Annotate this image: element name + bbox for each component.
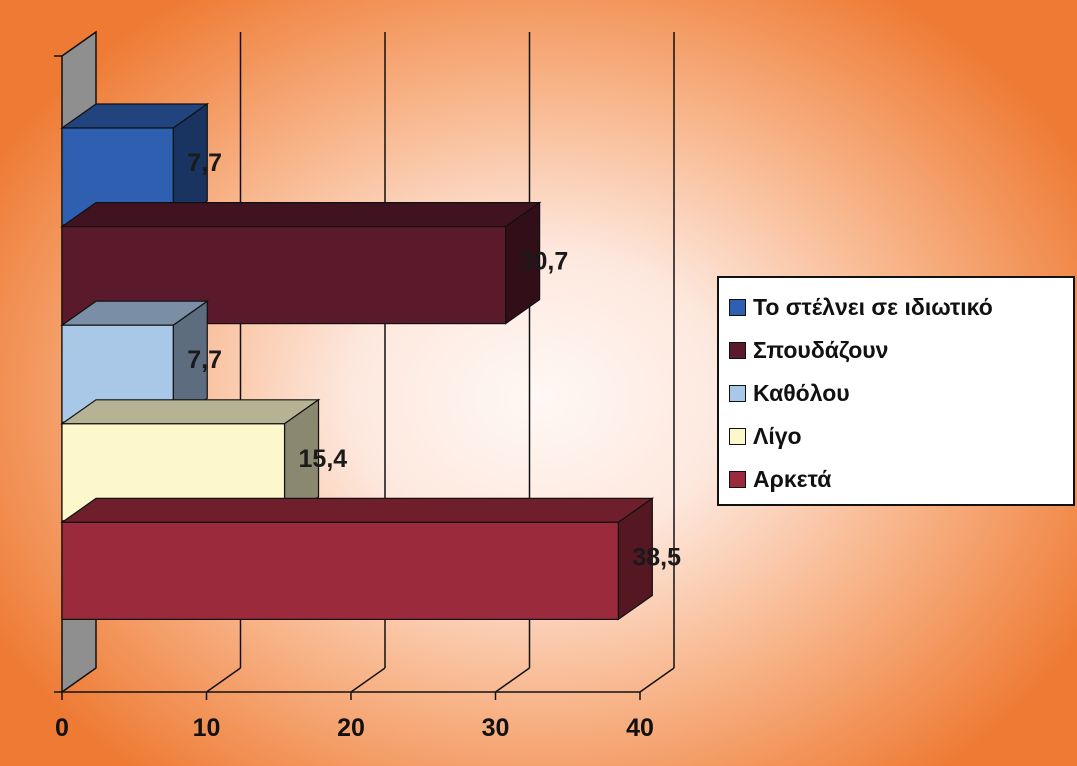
x-tick-label: 0 (55, 714, 69, 742)
x-tick-label: 40 (626, 714, 654, 742)
x-tick-label: 20 (337, 714, 365, 742)
legend-item: Σπουδάζουν (729, 329, 1063, 372)
legend-swatch (729, 342, 746, 359)
legend-label: Καθόλου (753, 380, 850, 406)
data-label: 7,7 (187, 346, 222, 374)
legend-item: Το στέλνει σε ιδιωτικό (729, 286, 1063, 329)
legend-swatch (729, 385, 746, 402)
gridline-floor (206, 667, 241, 693)
legend-item: Λίγο (729, 415, 1063, 458)
x-tick-label: 10 (193, 714, 221, 742)
data-label: 7,7 (187, 149, 222, 177)
legend-swatch (729, 428, 746, 445)
legend-swatch (729, 299, 746, 316)
legend-label: Λίγο (753, 423, 802, 449)
bar-top-face (60, 399, 321, 425)
legend-swatch (729, 471, 746, 488)
legend-item: Καθόλου (729, 372, 1063, 415)
data-label: 15,4 (299, 445, 348, 473)
gridline-floor (350, 667, 386, 693)
legend-item: Αρκετά (729, 458, 1063, 501)
legend-label: Σπουδάζουν (753, 337, 889, 363)
x-tick-label: 30 (482, 714, 510, 742)
bar-top-face (60, 497, 655, 524)
data-label: 38,5 (632, 543, 681, 571)
gridline-floor (495, 667, 530, 693)
data-label: 30,7 (520, 248, 569, 276)
bar: 7,7 (60, 300, 222, 424)
bar: 38,5 (60, 497, 681, 621)
legend: Το στέλνει σε ιδιωτικό Σπουδάζουν Καθόλο… (717, 276, 1075, 506)
bar-front-face (61, 521, 619, 621)
legend-label: Αρκετά (753, 466, 832, 492)
bar-top-face (60, 202, 542, 228)
gridline-floor (639, 667, 675, 693)
legend-label: Το στέλνει σε ιδιωτικό (753, 294, 993, 320)
